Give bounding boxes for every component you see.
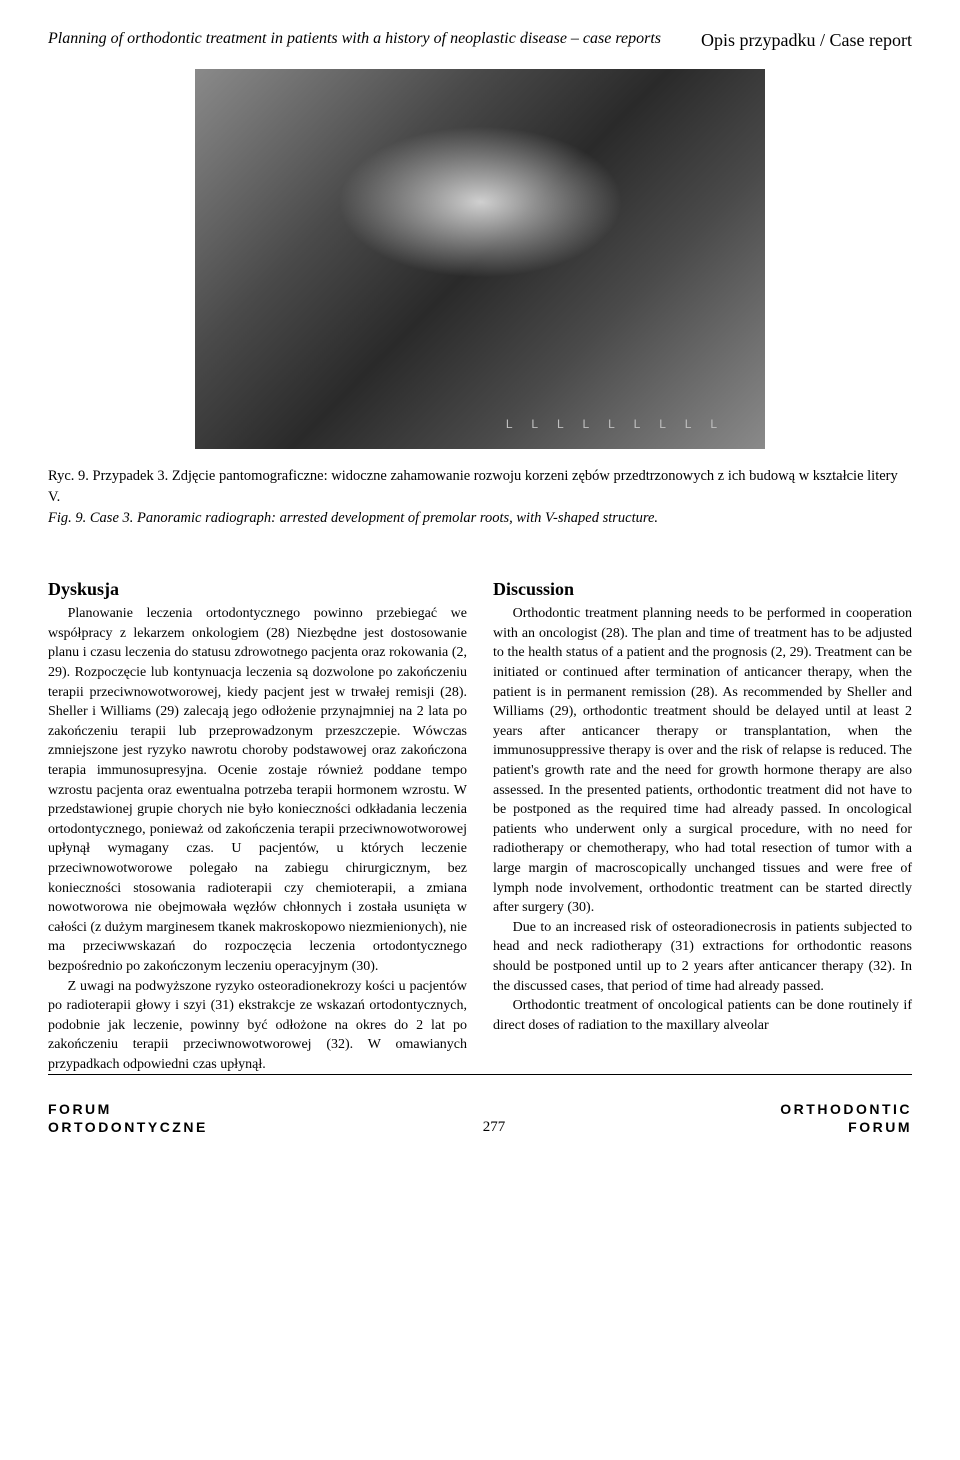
footer-left-bottom: ORTODONTYCZNE bbox=[48, 1119, 208, 1137]
body-paragraph: Orthodontic treatment of oncological pat… bbox=[493, 996, 912, 1035]
body-paragraph: Due to an increased risk of osteoradione… bbox=[493, 918, 912, 996]
two-column-body: Dyskusja Planowanie leczenia ortodontycz… bbox=[48, 577, 912, 1074]
body-paragraph: Orthodontic treatment planning needs to … bbox=[493, 604, 912, 918]
footer-left-top: FORUM bbox=[48, 1101, 208, 1119]
footer-right-top: ORTHODONTIC bbox=[780, 1101, 912, 1119]
section-heading-pl: Dyskusja bbox=[48, 577, 467, 602]
body-paragraph: Z uwagi na podwyższone ryzyko osteoradio… bbox=[48, 977, 467, 1075]
caption-polish: Ryc. 9. Przypadek 3. Zdjęcie pantomograf… bbox=[48, 466, 912, 508]
figure-caption: Ryc. 9. Przypadek 3. Zdjęcie pantomograf… bbox=[48, 466, 912, 529]
footer-right-bottom: FORUM bbox=[780, 1119, 912, 1137]
body-paragraph: Planowanie leczenia ortodontycznego powi… bbox=[48, 604, 467, 976]
caption-english: Fig. 9. Case 3. Panoramic radiograph: ar… bbox=[48, 508, 912, 529]
footer-right: ORTHODONTIC FORUM bbox=[780, 1101, 912, 1136]
page-number: 277 bbox=[483, 1119, 506, 1136]
panoramic-radiograph-image bbox=[195, 69, 765, 449]
footer-left: FORUM ORTODONTYCZNE bbox=[48, 1101, 208, 1136]
figure-container bbox=[48, 69, 912, 454]
right-column: Discussion Orthodontic treatment plannin… bbox=[493, 577, 912, 1074]
left-column: Dyskusja Planowanie leczenia ortodontycz… bbox=[48, 577, 467, 1074]
section-heading-en: Discussion bbox=[493, 577, 912, 602]
footer-divider bbox=[48, 1074, 912, 1075]
page-footer: FORUM ORTODONTYCZNE 277 ORTHODONTIC FORU… bbox=[48, 1101, 912, 1136]
